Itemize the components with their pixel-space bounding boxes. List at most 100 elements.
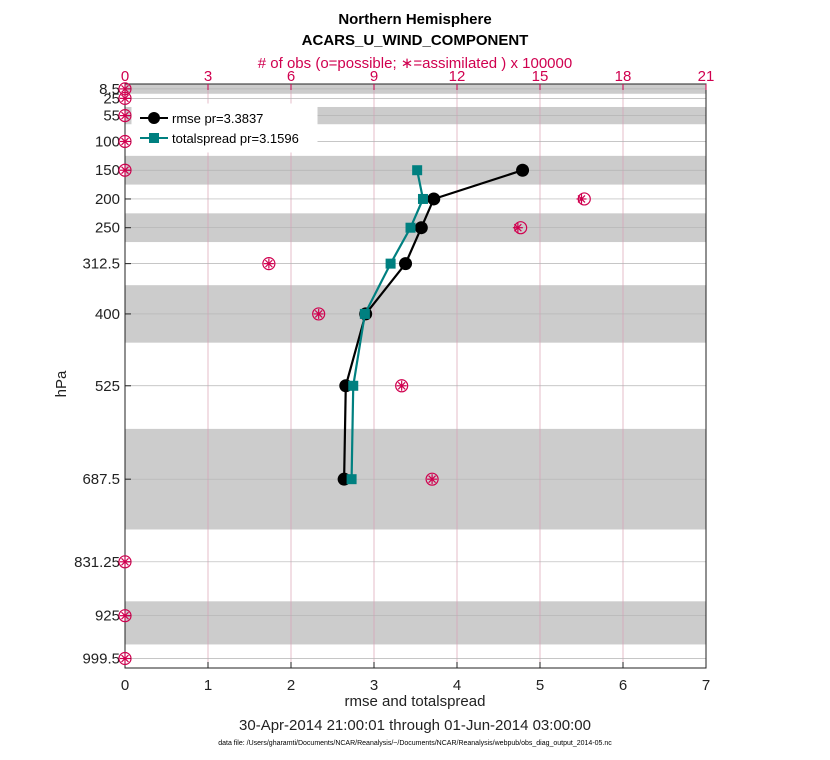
obs-assimilated-marker: [263, 258, 274, 269]
rmse-point: [516, 163, 530, 177]
x-tick-label: 0: [121, 677, 129, 694]
legend-totalspread-label: totalspread pr=3.1596: [172, 131, 299, 146]
totalspread-point: [405, 222, 416, 233]
chart-subtitle: ACARS_U_WIND_COMPONENT: [302, 32, 529, 49]
date-range: 30-Apr-2014 21:00:01 through 01-Jun-2014…: [239, 717, 591, 734]
asterisk-stroke: [264, 259, 273, 268]
x-tick-label: 1: [204, 677, 212, 694]
obs-possible-marker: [118, 109, 132, 123]
rmse-point: [427, 192, 441, 206]
obs-possible-marker: [118, 163, 132, 177]
y-tick-label: 8.5: [99, 81, 120, 98]
asterisk-stroke: [121, 94, 129, 103]
obs-assimilated-marker: [120, 136, 130, 147]
legend-rmse-marker: [148, 112, 160, 124]
y-tick-label: 831.25: [74, 554, 120, 571]
obs-possible-marker: [118, 651, 132, 666]
x-tick-label: 5: [536, 677, 544, 694]
y-tick-label: 925: [95, 608, 120, 625]
x-tick-label: 4: [453, 677, 461, 694]
x-axis-ticks: 0 1 2 3 4 5 6 7: [121, 662, 710, 694]
asterisk-stroke: [121, 111, 129, 120]
legend-box: [131, 103, 318, 153]
top-tick-label: 18: [615, 68, 632, 85]
asterisk-stroke: [513, 223, 522, 232]
asterisk-stroke: [121, 166, 129, 175]
top-tick-label: 6: [287, 68, 295, 85]
obs-assimilated-marker: [427, 474, 438, 485]
x-tick-label: 3: [370, 677, 378, 694]
y-tick-label: 250: [95, 220, 120, 237]
legend: rmse pr=3.3837 totalspread pr=3.1596: [131, 103, 318, 153]
legend-rmse-label: rmse pr=3.3837: [172, 111, 263, 126]
shaded-band: [125, 601, 706, 645]
obs-possible-marker: [395, 379, 409, 393]
obs-assimilated-marker: [120, 93, 130, 104]
plot-frame: [124, 83, 707, 669]
y-axis-label: hPa: [53, 370, 70, 397]
asterisk-stroke: [314, 309, 323, 318]
x-tick-label: 6: [619, 677, 627, 694]
obs-assimilated-marker: [120, 556, 130, 567]
y-tick-label: 999.5: [82, 651, 120, 668]
obs-possible-marker: [118, 555, 132, 569]
asterisk-stroke: [121, 137, 129, 146]
series-lines: [337, 163, 530, 486]
top-axis-label: # of obs (o=possible; ∗=assimilated ) x …: [258, 55, 572, 72]
asterisk-stroke: [121, 557, 129, 566]
asterisk-stroke: [121, 654, 129, 663]
chart-title: Northern Hemisphere: [338, 11, 491, 28]
asterisk-stroke: [121, 84, 129, 93]
top-tick-label: 21: [698, 68, 715, 85]
y-tick-label: 25: [103, 90, 120, 107]
x-tick-label: 2: [287, 677, 295, 694]
asterisk-stroke: [121, 611, 129, 620]
asterisk-stroke: [397, 381, 406, 390]
obs-possible-marker: [425, 472, 439, 486]
obs-assimilated-marker: [120, 653, 130, 664]
y-tick-label: 200: [95, 191, 120, 208]
obs-assimilated-marker: [120, 165, 130, 176]
rmse-point: [399, 257, 413, 271]
totalspread-point: [412, 165, 423, 176]
asterisk-stroke: [577, 195, 586, 203]
obs-assimilated-marker: [313, 308, 324, 319]
legend-totalspread-marker: [149, 133, 159, 143]
top-tick-label: 15: [532, 68, 549, 85]
totalspread-point: [385, 258, 396, 269]
y-tick-label: 150: [95, 162, 120, 179]
obs-possible-marker: [262, 257, 276, 271]
y-tick-label: 400: [95, 306, 120, 323]
top-tick-label: 3: [204, 68, 212, 85]
y-tick-label: 55: [103, 108, 120, 125]
totalspread-point: [346, 474, 357, 485]
obs-possible-marker: [118, 609, 132, 623]
footnote: data file: /Users/gharamti/Documents/NCA…: [218, 740, 612, 747]
top-tick-label: 9: [370, 68, 378, 85]
obs-assimilated-marker: [396, 380, 407, 391]
obs-possible-marker: [118, 91, 132, 105]
asterisk-stroke: [428, 475, 437, 484]
obs-count-markers: [118, 82, 591, 666]
obs-possible-marker: [312, 307, 326, 321]
top-axis-ticks: 0 3 6 9 12 15 18 21: [121, 68, 715, 90]
y-tick-label: 100: [95, 133, 120, 150]
totalspread-point: [348, 380, 359, 391]
top-tick-label: 0: [121, 68, 129, 85]
y-tick-label: 687.5: [82, 471, 120, 488]
totalspread-point: [417, 193, 428, 204]
obs-assimilated-marker: [512, 222, 523, 233]
x-axis-label: rmse and totalspread: [345, 693, 486, 710]
y-tick-label: 525: [95, 378, 120, 395]
rmse-point: [414, 221, 428, 235]
x-tick-label: 7: [702, 677, 710, 694]
obs-assimilated-marker: [120, 110, 130, 121]
obs-assimilated-marker: [120, 610, 130, 621]
obs-assimilated-marker: [576, 193, 587, 204]
totalspread-point: [359, 308, 370, 319]
top-tick-label: 12: [449, 68, 466, 85]
obs-possible-marker: [118, 134, 132, 149]
y-tick-label: 312.5: [82, 256, 120, 273]
